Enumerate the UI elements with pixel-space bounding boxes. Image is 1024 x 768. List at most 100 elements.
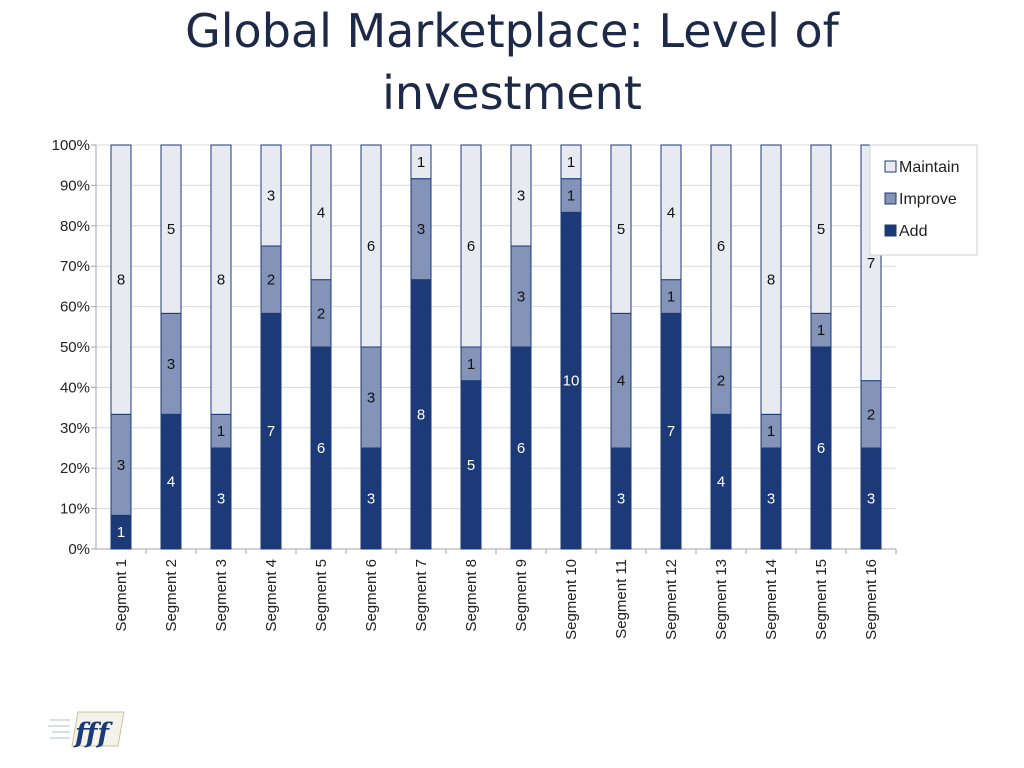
y-tick-label: 20% [60,460,90,477]
data-label-add: 4 [167,474,175,491]
data-label-maintain: 4 [667,204,675,221]
logo-text: fff [73,718,113,749]
data-label-improve: 2 [267,272,275,289]
data-label-add: 7 [267,423,275,440]
data-label-improve: 3 [167,356,175,373]
data-label-add: 6 [817,440,825,457]
data-label-add: 6 [317,440,325,457]
data-label-add: 3 [867,491,875,508]
legend-label-add: Add [899,223,927,240]
data-label-maintain: 6 [467,238,475,255]
data-label-maintain: 3 [267,188,275,205]
data-label-maintain: 7 [867,255,875,272]
data-label-add: 3 [367,491,375,508]
x-tick-label: Segment 16 [863,559,880,640]
y-tick-label: 30% [60,420,90,437]
legend: Maintain Improve Add [869,144,978,256]
data-label-maintain: 5 [817,221,825,238]
data-label-improve: 2 [317,305,325,322]
bar-maintain [610,144,632,314]
x-tick-label: Segment 4 [263,559,280,632]
data-label-maintain: 4 [317,204,325,221]
data-label-improve: 3 [367,390,375,407]
data-label-improve: 1 [817,322,825,339]
data-label-maintain: 8 [217,272,225,289]
bar-maintain [210,144,232,415]
data-label-improve: 2 [867,406,875,423]
y-tick-label: 10% [60,501,90,518]
bar-maintain [410,144,432,180]
bar-maintain [360,144,382,348]
x-tick-label: Segment 10 [563,559,580,640]
x-tick-label: Segment 13 [713,559,730,640]
data-label-improve: 1 [767,423,775,440]
data-label-add: 3 [767,491,775,508]
legend-label-maintain: Maintain [899,159,959,176]
data-label-improve: 2 [717,373,725,390]
bar-maintain [160,144,182,314]
data-label-maintain: 5 [617,221,625,238]
data-label-improve: 3 [117,457,125,474]
y-tick-label: 90% [60,177,90,194]
y-tick-label: 40% [60,379,90,396]
x-tick-label: Segment 11 [613,559,630,639]
data-label-maintain: 1 [567,154,575,171]
data-label-add: 6 [517,440,525,457]
bar-maintain [260,144,282,247]
y-tick-label: 0% [68,541,90,558]
data-label-maintain: 8 [767,272,775,289]
y-tick-label: 70% [60,258,90,275]
bar-maintain [310,144,332,281]
data-label-maintain: 8 [117,272,125,289]
bar-maintain [660,144,682,281]
bar-maintain [560,144,582,180]
data-label-improve: 3 [517,289,525,306]
title-line-2: investment [382,66,642,120]
data-label-maintain: 5 [167,221,175,238]
data-label-improve: 4 [617,373,625,390]
data-label-maintain: 1 [417,154,425,171]
x-tick-label: Segment 3 [213,559,230,632]
data-label-add: 3 [217,491,225,508]
bar-maintain [460,144,482,348]
axes: 0% 10% 20% 30% 40% 50% 60% 70% 80% 90% 100% Segment… [52,137,897,640]
bar-maintain [110,144,132,415]
data-label-add: 10 [563,373,580,390]
data-label-add: 8 [417,406,425,423]
bar-maintain [510,144,532,247]
legend-swatch-improve [884,192,897,205]
data-label-improve: 3 [417,221,425,238]
y-tick-label: 60% [60,299,90,316]
x-tick-label: Segment 15 [813,559,830,640]
x-tick-label: Segment 14 [763,559,780,640]
data-label-maintain: 3 [517,188,525,205]
x-tick-label: Segment 9 [513,559,530,632]
x-tick-label: Segment 6 [363,559,380,632]
data-label-add: 3 [617,491,625,508]
x-tick-label: Segment 7 [413,559,430,632]
data-label-improve: 1 [667,289,675,306]
data-label-add: 4 [717,474,725,491]
title-line-1: Global Marketplace: Level of [185,4,839,58]
y-tick-label: 80% [60,218,90,235]
x-tick-label: Segment 8 [463,559,480,632]
y-tick-label: 50% [60,339,90,356]
data-label-maintain: 6 [717,238,725,255]
x-tick-label: Segment 5 [313,559,330,632]
bar-maintain [710,144,732,348]
data-label-maintain: 6 [367,238,375,255]
data-label-improve: 1 [567,188,575,205]
company-logo: fff [48,706,128,754]
bar-maintain [810,144,832,314]
slide-title: Global Marketplace: Level of investment [0,0,1024,124]
x-tick-label: Segment 1 [113,559,130,632]
x-tick-label: Segment 12 [663,559,680,640]
data-label-improve: 1 [217,423,225,440]
legend-swatch-add [884,224,897,237]
data-label-improve: 1 [467,356,475,373]
data-label-add: 1 [117,524,125,541]
data-label-add: 7 [667,423,675,440]
legend-swatch-maintain [884,160,897,173]
data-labels: 1 3 8 4 3 5 3 1 8 7 2 3 6 2 4 3 3 6 8 3 1 5 1 6 6 3 3 10 1 1 3 4 5 7 1 4 4 2 6… [117,154,875,541]
